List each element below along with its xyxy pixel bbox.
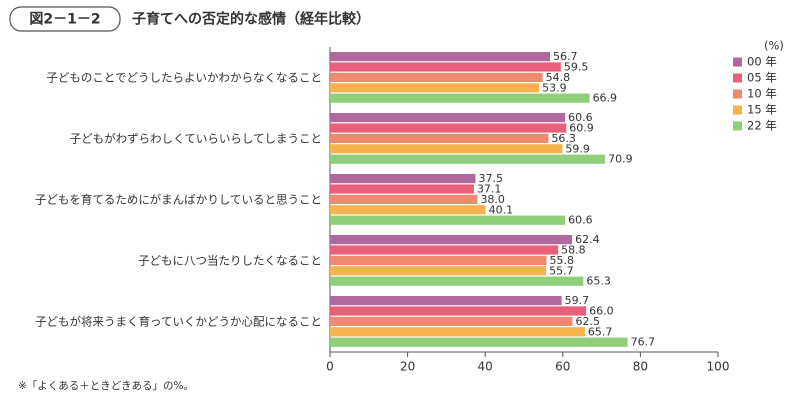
x-tick-label: 20 bbox=[400, 360, 415, 374]
x-tick-label: 60 bbox=[555, 360, 570, 374]
value-label: 66.9 bbox=[593, 92, 618, 105]
value-label: 38.0 bbox=[480, 193, 505, 206]
figure-label-box bbox=[9, 6, 121, 32]
value-label: 60.6 bbox=[568, 111, 593, 124]
value-label: 65.7 bbox=[588, 325, 613, 338]
value-label: 59.7 bbox=[565, 294, 590, 307]
category-label: 子どもに八つ当たりしたくなること bbox=[138, 254, 322, 268]
bar bbox=[330, 235, 573, 245]
value-label: 54.8 bbox=[546, 71, 571, 84]
bar bbox=[330, 316, 573, 326]
legend-label: 22 年 bbox=[747, 119, 777, 133]
bar bbox=[330, 174, 476, 184]
bar bbox=[330, 296, 562, 306]
category-label: 子どもが将来うまく育っていくかどうか心配になること bbox=[35, 315, 322, 329]
legend-label: 15 年 bbox=[747, 103, 777, 117]
value-label: 66.0 bbox=[589, 305, 614, 318]
value-label: 37.1 bbox=[477, 183, 502, 196]
figure-label: 図2－1－2 bbox=[29, 12, 100, 28]
bar bbox=[330, 133, 549, 143]
bar bbox=[330, 205, 486, 215]
bar bbox=[330, 72, 543, 82]
x-tick-label: 100 bbox=[707, 360, 730, 374]
bar bbox=[330, 154, 606, 164]
value-label: 55.7 bbox=[549, 264, 574, 277]
bar bbox=[330, 194, 478, 204]
x-tick-label: 40 bbox=[478, 360, 493, 374]
value-label: 53.9 bbox=[542, 81, 567, 94]
value-label: 37.5 bbox=[479, 172, 504, 185]
bar bbox=[330, 306, 587, 316]
legend-swatch bbox=[733, 89, 742, 99]
value-label: 56.3 bbox=[551, 132, 576, 145]
value-label: 56.7 bbox=[553, 50, 578, 63]
legend-swatch bbox=[733, 121, 742, 131]
legend-label: 05 年 bbox=[747, 71, 777, 85]
bar bbox=[330, 144, 563, 154]
bar bbox=[330, 327, 585, 337]
legend-swatch bbox=[733, 57, 742, 67]
bar bbox=[330, 184, 474, 194]
value-label: 76.7 bbox=[631, 336, 656, 349]
chart-title: 子育てへの否定的な感情（経年比較） bbox=[132, 11, 370, 28]
bar bbox=[330, 83, 540, 93]
legend-swatch bbox=[733, 105, 742, 115]
bar bbox=[330, 113, 566, 123]
bar bbox=[330, 215, 566, 225]
value-label: 40.1 bbox=[489, 203, 514, 216]
bar bbox=[330, 255, 547, 265]
bar bbox=[330, 337, 628, 347]
bar bbox=[330, 62, 561, 72]
bar bbox=[330, 266, 547, 276]
unit-label: (%) bbox=[764, 39, 784, 53]
value-label: 60.9 bbox=[569, 122, 594, 135]
x-tick-label: 80 bbox=[633, 360, 648, 374]
bar bbox=[330, 276, 584, 286]
value-label: 65.3 bbox=[586, 275, 611, 288]
bar bbox=[330, 93, 590, 103]
value-label: 58.8 bbox=[561, 244, 586, 257]
value-label: 59.9 bbox=[565, 142, 590, 155]
category-label: 子どもを育てるためにがまんばかりしていると思うこと bbox=[35, 193, 322, 207]
category-label: 子どものことでどうしたらよいかわからなくなること bbox=[46, 71, 322, 85]
bar bbox=[330, 245, 559, 255]
bar bbox=[330, 52, 550, 62]
value-label: 59.5 bbox=[564, 61, 589, 74]
value-label: 62.4 bbox=[575, 233, 600, 246]
legend-label: 10 年 bbox=[747, 87, 777, 101]
category-label: 子どもがわずらわしくていらいらしてしまうこと bbox=[70, 132, 322, 146]
value-label: 70.9 bbox=[608, 153, 633, 166]
value-label: 60.6 bbox=[568, 214, 593, 227]
x-tick-label: 0 bbox=[326, 360, 334, 374]
value-label: 62.5 bbox=[576, 315, 601, 328]
legend-swatch bbox=[733, 73, 742, 83]
legend-label: 00 年 bbox=[747, 55, 777, 69]
bar bbox=[330, 123, 567, 133]
footnote: ※「よくある＋ときどきある」の%。 bbox=[18, 380, 194, 392]
value-label: 55.8 bbox=[550, 254, 575, 267]
